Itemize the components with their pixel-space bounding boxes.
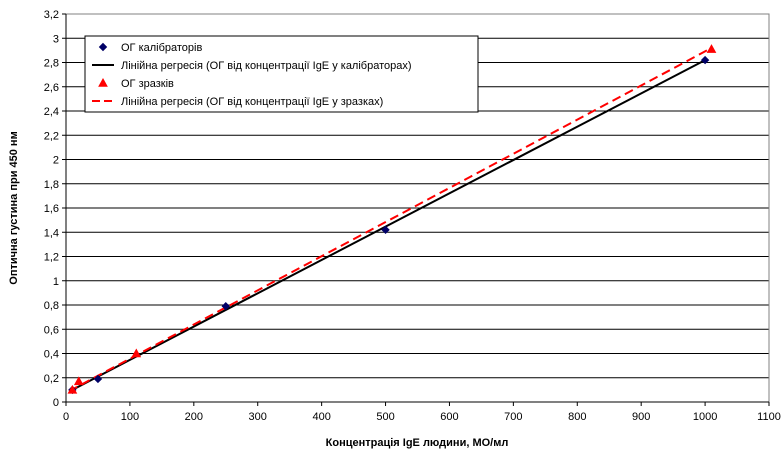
x-tick-label: 600 <box>440 411 458 423</box>
regression-line <box>68 47 712 392</box>
legend-triangle-marker <box>98 77 108 87</box>
sample-point <box>73 376 84 386</box>
y-axis-title: Оптична густина при 450 нм <box>8 131 20 284</box>
series-2-points <box>67 44 717 394</box>
legend-label: Лінійна регресія (ОГ від концентрації Ig… <box>121 96 383 108</box>
sample-point <box>67 384 78 394</box>
series-layer <box>67 44 717 395</box>
x-axis-title: Концентрація IgE людини, МО/мл <box>326 437 509 449</box>
y-tick-label: 0,8 <box>44 300 59 312</box>
x-tick-label: 800 <box>568 411 586 423</box>
legend: ОГ калібраторів Лінійна регресія (ОГ від … <box>84 35 479 113</box>
y-tick-label: 0,6 <box>44 324 59 336</box>
calibrator-point <box>381 225 390 235</box>
legend-label: Лінійна регресія (ОГ від концентрації Ig… <box>121 60 412 72</box>
y-tick-label: 2,8 <box>44 58 59 70</box>
y-tick-label: 1 <box>53 276 59 288</box>
calibrator-point <box>700 55 710 65</box>
y-tick-label: 1,4 <box>44 227 59 239</box>
x-tick-label: 700 <box>504 411 522 423</box>
y-tick-label: 2,4 <box>44 106 59 118</box>
y-tick-label: 0,4 <box>44 349 59 361</box>
sample-point <box>706 44 717 53</box>
y-tick-label: 1,6 <box>44 203 59 215</box>
y-tick-label: 2 <box>53 155 59 167</box>
x-tick-label: 300 <box>249 411 267 423</box>
x-tick-label: 100 <box>121 411 139 423</box>
series-1-line <box>71 59 706 391</box>
x-tick-label: 1100 <box>757 411 781 423</box>
y-tick-label: 2,2 <box>44 130 59 142</box>
y-tick-label: 1,8 <box>44 179 59 191</box>
legend-diamond-marker <box>98 42 108 52</box>
sample-point <box>131 348 142 358</box>
y-tick-label: 3 <box>53 33 59 45</box>
legend-label: ОГ калібраторів <box>121 42 202 54</box>
y-tick-label: 0,2 <box>44 373 59 385</box>
x-tick-label: 200 <box>185 411 203 423</box>
legend-box <box>84 35 479 113</box>
legend-label: ОГ зразків <box>121 78 174 90</box>
x-tick-label: 400 <box>312 411 330 423</box>
x-tick-label: 0 <box>63 411 69 423</box>
y-tick-label: 3,2 <box>44 9 59 21</box>
axis-layer: 0 0,2 0,4 0,6 0,8 1 1,2 1,4 1,6 1,8 2 2,2 2,4 2,6 2,8 3… <box>44 9 781 423</box>
y-tick-label: 0 <box>53 397 59 409</box>
y-tick-label: 1,2 <box>44 252 59 264</box>
calibrator-point <box>93 374 103 384</box>
regression-line <box>71 59 706 391</box>
x-tick-label: 900 <box>632 411 650 423</box>
y-tick-label: 2,6 <box>44 82 59 94</box>
x-tick-label: 500 <box>376 411 394 423</box>
calibrator-point <box>221 302 230 311</box>
x-tick-label: 1000 <box>693 411 717 423</box>
series-3-line <box>68 47 712 392</box>
